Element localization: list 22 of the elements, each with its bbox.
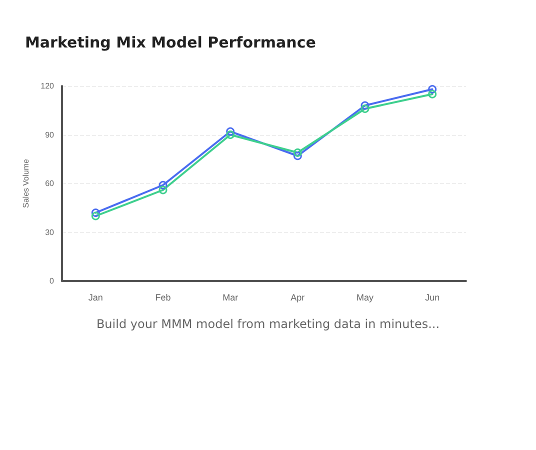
x-tick-label: Apr xyxy=(290,292,305,302)
x-tick-label: Feb xyxy=(155,292,171,302)
text: Build your MMM model from marketing data in minutes... xyxy=(96,317,440,331)
point xyxy=(360,101,370,110)
point xyxy=(158,180,168,190)
point xyxy=(293,152,302,160)
x-tick-label: Mar xyxy=(222,292,238,302)
point xyxy=(226,130,235,139)
x-tick-label: May xyxy=(356,292,374,302)
point xyxy=(158,186,168,194)
y-tick-label: 90 xyxy=(45,130,55,140)
y-tick-label: 0 xyxy=(50,276,55,286)
point xyxy=(293,148,302,157)
y-tick-label: 60 xyxy=(45,179,55,188)
point xyxy=(226,127,235,136)
y-tick-label: 120 xyxy=(40,82,55,90)
x-tick-label: Jun xyxy=(425,292,440,302)
x-tick-label: Jan xyxy=(88,292,103,302)
y-tick-label: 30 xyxy=(45,228,55,237)
y-axis-title: Sales Volume xyxy=(21,158,30,208)
chart-title: Marketing Mix Model Performance xyxy=(25,34,316,52)
point xyxy=(360,104,370,113)
